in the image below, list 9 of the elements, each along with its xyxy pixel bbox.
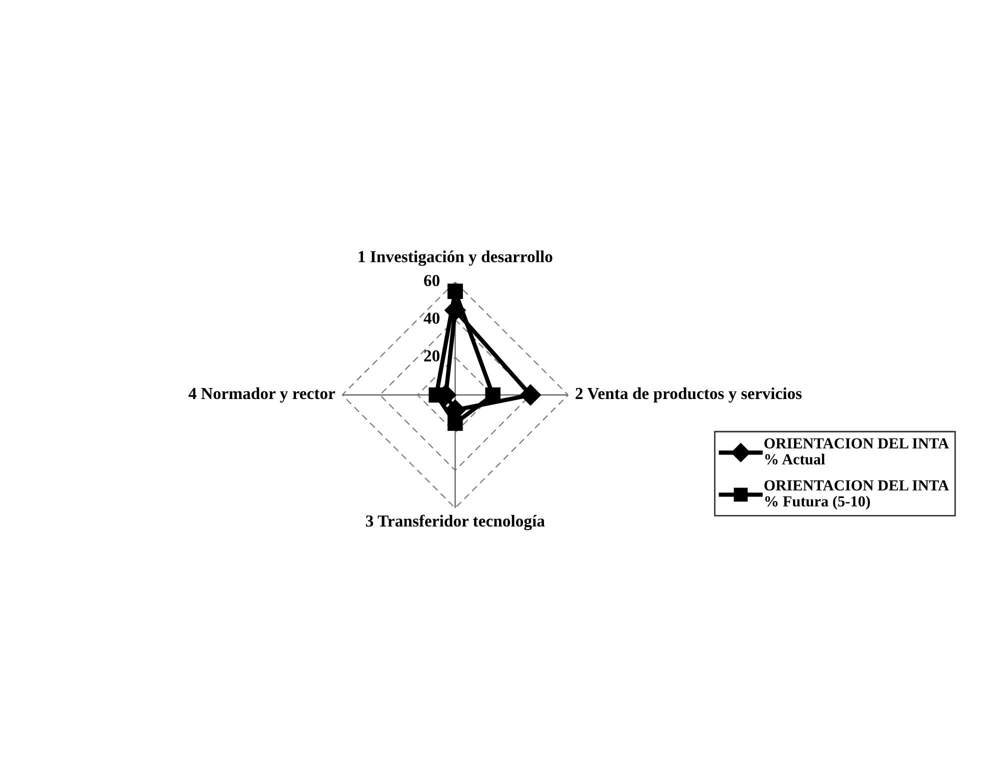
spoke-label: 2 Venta de productos y servicios <box>576 387 802 403</box>
y-tick-label: 60 <box>424 274 440 286</box>
y-tick-label: 40 <box>424 312 440 324</box>
spoke-label: 1 Investigación y desarrollo <box>358 250 552 266</box>
y-tick-label: 20 <box>424 350 440 362</box>
legend-label: ORIENTACION DEL INTA % Actual <box>764 438 949 465</box>
spoke-label: 3 Transferidor tecnología <box>366 514 545 530</box>
spoke-label: 4 Normador y rector <box>188 387 336 403</box>
legend-label: ORIENTACION DEL INTA % Futura (5-10) <box>764 480 949 510</box>
